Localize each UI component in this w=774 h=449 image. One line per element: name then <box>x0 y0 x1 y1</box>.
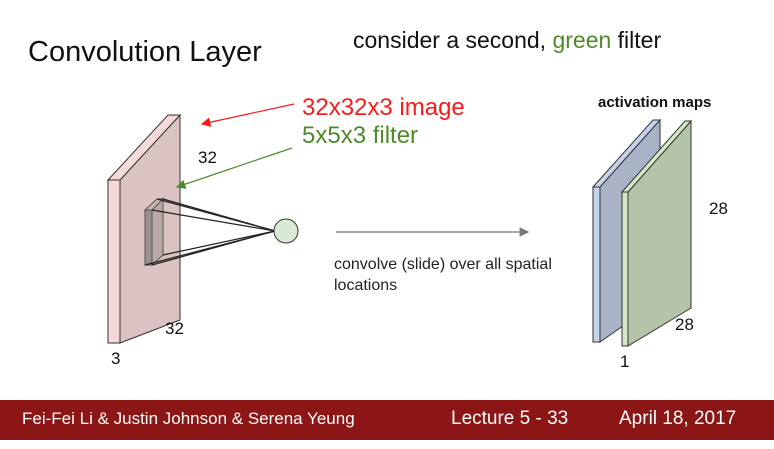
receptive-line <box>162 230 276 256</box>
input-depth-label: 3 <box>111 349 121 368</box>
convolve-text: convolve (slide) over all spatial locati… <box>334 256 552 294</box>
output-depth-label: 1 <box>620 352 630 371</box>
green-map-top <box>620 120 693 193</box>
image-label-arrow <box>200 103 295 127</box>
footer-authors: Fei-Fei Li & Justin Johnson & Serena Yeu… <box>22 409 355 428</box>
convolution-diagram <box>106 103 693 347</box>
input-volume-side <box>107 179 121 344</box>
output-width-label: 28 <box>675 315 694 334</box>
output-neuron <box>273 218 299 244</box>
input-volume-top <box>106 114 182 181</box>
filter-block-front <box>144 209 153 266</box>
receptive-field-lines <box>144 198 276 266</box>
footer-date: April 18, 2017 <box>619 408 737 429</box>
receptive-line <box>144 230 276 266</box>
input-volume <box>106 113 182 344</box>
subtitle-highlight: green <box>552 27 612 53</box>
output-height-label: 28 <box>709 199 728 218</box>
activation-map-green <box>620 119 693 347</box>
green-map-side <box>621 191 629 347</box>
receptive-line <box>162 198 276 232</box>
blue-map-top <box>591 119 662 188</box>
filter-label-arrow <box>175 147 293 189</box>
slide-title: Convolution Layer <box>28 36 262 68</box>
blue-map-side <box>592 186 601 343</box>
subtitle-prefix: consider a second, <box>353 27 553 53</box>
subtitle-suffix: filter <box>611 27 662 53</box>
footer-bar: Fei-Fei Li & Justin Johnson & Serena Yeu… <box>0 400 774 440</box>
receptive-line <box>151 209 276 232</box>
input-width-label: 32 <box>165 319 184 338</box>
activation-maps-title: activation maps <box>598 94 712 111</box>
input-height-label: 32 <box>198 148 217 167</box>
filter-label: 5x5x3 filter <box>302 122 419 149</box>
image-label: 32x32x3 image <box>302 94 465 121</box>
footer-lecture: Lecture 5 - 33 <box>451 408 569 429</box>
filter-block <box>143 196 165 267</box>
slide-subtitle: consider a second, green filter <box>353 27 661 54</box>
